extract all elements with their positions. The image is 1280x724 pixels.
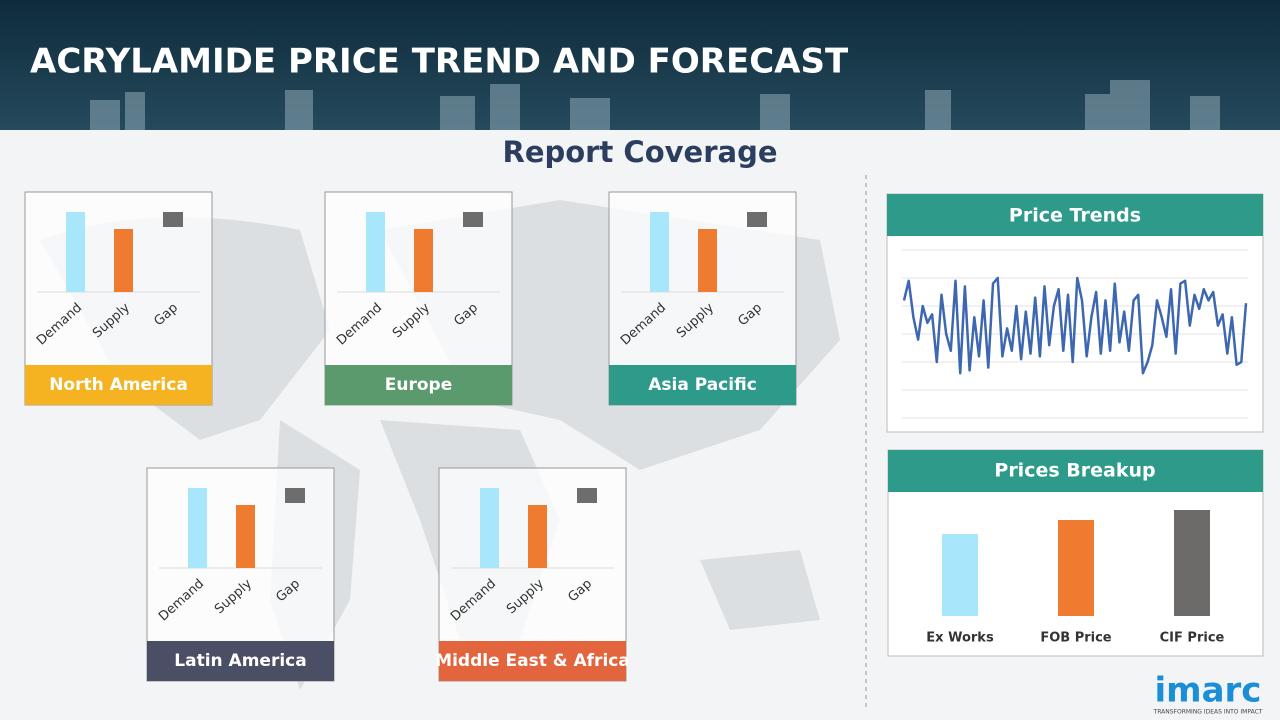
gap-icon <box>285 488 305 503</box>
bar <box>1058 520 1094 616</box>
prices-breakup-chart: Ex Works FOB Price CIF Price <box>926 510 1225 646</box>
bar <box>480 488 499 568</box>
price-trends-chart <box>902 249 1248 419</box>
bar <box>114 229 133 292</box>
region-label-bar <box>147 641 334 681</box>
logo: imarc <box>1155 671 1262 711</box>
category-label: CIF Price <box>1160 631 1225 646</box>
bar <box>650 212 669 292</box>
bar <box>188 488 207 568</box>
prices-breakup-title: Prices Breakup <box>994 460 1155 482</box>
region-name: Europe <box>385 375 452 395</box>
bar <box>698 229 717 292</box>
category-label: FOB Price <box>1040 631 1111 646</box>
region-label-bar <box>25 365 212 405</box>
logo-tagline: TRANSFORMING IDEAS INTO IMPACT <box>1153 709 1263 716</box>
prices-breakup-header <box>888 450 1263 492</box>
region-label-bar <box>609 365 796 405</box>
region-name: Asia Pacific <box>648 375 757 395</box>
gap-icon <box>747 212 767 227</box>
gap-icon <box>577 488 597 503</box>
bar <box>236 505 255 568</box>
region-name: North America <box>49 375 188 395</box>
trend-line <box>902 276 1248 375</box>
gap-icon <box>463 212 483 227</box>
category-label: Ex Works <box>926 631 994 646</box>
bar <box>414 229 433 292</box>
bar <box>366 212 385 292</box>
skyline <box>90 80 1220 130</box>
region-name: Latin America <box>174 651 306 671</box>
bar <box>1174 510 1210 616</box>
region-name: Middle East & Africa <box>435 651 630 671</box>
bar <box>528 505 547 568</box>
gap-icon <box>163 212 183 227</box>
bar <box>942 534 978 616</box>
region-label-bar <box>439 641 626 681</box>
section-title: Report Coverage <box>502 135 777 169</box>
header-band <box>0 0 1280 130</box>
price-trends-header <box>887 194 1263 236</box>
price-trends-title: Price Trends <box>1009 205 1141 227</box>
page-title: ACRYLAMIDE PRICE TREND AND FORECAST <box>30 42 849 82</box>
region-label-bar <box>325 365 512 405</box>
bar <box>66 212 85 292</box>
